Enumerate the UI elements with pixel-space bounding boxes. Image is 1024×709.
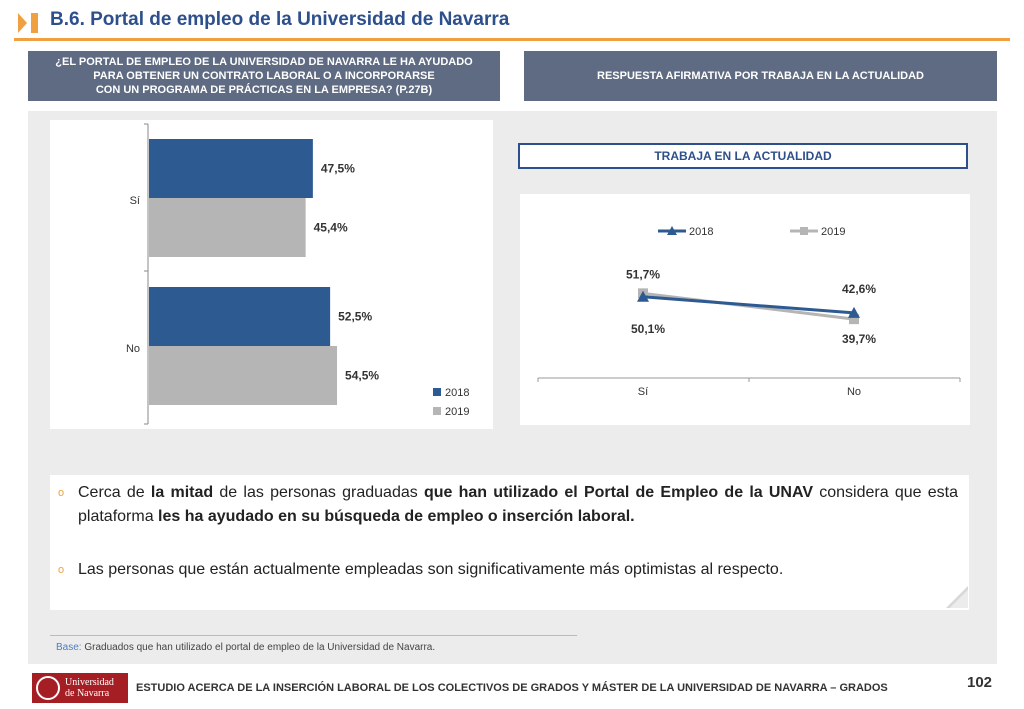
base-label: Base: bbox=[56, 642, 82, 653]
legend-label: 2018 bbox=[445, 387, 469, 399]
line-chart: Sí No 2018 2019 51,7% 50,1% 42,6% 39,7% bbox=[537, 226, 961, 398]
logo-line: de Navarra bbox=[65, 688, 110, 699]
page-title: B.6. Portal de empleo de la Universidad … bbox=[50, 9, 510, 30]
study-title: ESTUDIO ACERCA DE LA INSERCIÓN LABORAL D… bbox=[136, 682, 888, 694]
logo-text: Universidad de Navarra bbox=[65, 677, 114, 699]
data-label: 47,5% bbox=[321, 162, 355, 176]
legend-label: 2019 bbox=[821, 226, 845, 238]
data-label: 52,5% bbox=[338, 310, 372, 324]
category-label: No bbox=[126, 343, 140, 355]
legend-swatch bbox=[433, 388, 441, 396]
seal-icon bbox=[36, 676, 60, 700]
series-line bbox=[642, 295, 855, 315]
bar-chart-panel: Sí 47,5% 45,4% No 52,5% 54,5% 2018 2019 bbox=[50, 120, 493, 429]
data-label: 51,7% bbox=[626, 267, 660, 281]
category-label: Sí bbox=[638, 386, 648, 398]
legend-label: 2018 bbox=[689, 226, 713, 238]
bar bbox=[149, 198, 306, 257]
text-run: considera que esta plataforma bbox=[78, 484, 959, 525]
bullet-item: o Las personas que están actualmente emp… bbox=[58, 558, 958, 584]
legend-swatch bbox=[433, 407, 441, 415]
data-label: 54,5% bbox=[345, 369, 379, 383]
legend-marker bbox=[800, 227, 808, 235]
base-text: Graduados que han utilizado el portal de… bbox=[81, 642, 436, 653]
text-run: Cerca de bbox=[78, 484, 151, 501]
page-curl-icon bbox=[946, 586, 968, 608]
bullet-text: Cerca de la mitad de las personas gradua… bbox=[78, 481, 958, 529]
conclusions-panel bbox=[50, 475, 969, 610]
bullet-mark: o bbox=[58, 487, 65, 499]
question-line: PARA OBTENER UN CONTRATO LABORAL O A INC… bbox=[93, 70, 435, 82]
legend-marker bbox=[667, 226, 677, 235]
text-run: de las personas graduadas bbox=[213, 484, 424, 501]
title-divider bbox=[14, 38, 1010, 41]
page-number: 102 bbox=[967, 674, 993, 691]
university-logo: Universidad de Navarra bbox=[32, 673, 128, 703]
data-label: 42,6% bbox=[842, 282, 876, 296]
category-label: No bbox=[847, 386, 861, 398]
bullet-text: Las personas que están actualmente emple… bbox=[78, 561, 784, 578]
data-label: 39,7% bbox=[842, 332, 876, 346]
data-label: 50,1% bbox=[631, 322, 665, 336]
base-note: Base: Graduados que han utilizado el por… bbox=[56, 642, 435, 653]
bar bbox=[149, 139, 313, 198]
subset-box: RESPUESTA AFIRMATIVA POR TRABAJA EN LA A… bbox=[524, 51, 997, 101]
question-line: CON UN PROGRAMA DE PRÁCTICAS EN LA EMPRE… bbox=[95, 84, 433, 96]
question-box: ¿EL PORTAL DE EMPLEO DE LA UNIVERSIDAD D… bbox=[28, 51, 500, 101]
logo-line: Universidad bbox=[65, 677, 114, 688]
subset-label: RESPUESTA AFIRMATIVA POR TRABAJA EN LA A… bbox=[597, 70, 924, 82]
text-emphasis: les ha ayudado en su búsqueda de empleo … bbox=[158, 508, 635, 525]
question-line: ¿EL PORTAL DE EMPLEO DE LA UNIVERSIDAD D… bbox=[55, 56, 473, 68]
bar bbox=[149, 346, 338, 405]
category-label: Sí bbox=[130, 195, 140, 207]
bullet-item: o Cerca de la mitad de las personas grad… bbox=[58, 481, 958, 533]
data-point bbox=[848, 306, 860, 318]
text-emphasis: la mitad bbox=[150, 484, 214, 501]
bullet-mark: o bbox=[58, 564, 65, 576]
data-point bbox=[849, 314, 859, 325]
footnote-divider bbox=[50, 635, 577, 636]
text-emphasis: que han utilizado el Portal de Empleo de… bbox=[423, 484, 814, 501]
line-chart-title: TRABAJA EN LA ACTUALIDAD bbox=[518, 143, 968, 169]
legend-label: 2019 bbox=[445, 406, 469, 418]
data-point bbox=[637, 290, 649, 302]
bar-chart: Sí 47,5% 45,4% No 52,5% 54,5% 2018 2019 bbox=[126, 123, 469, 425]
bar bbox=[149, 287, 331, 346]
data-label: 45,4% bbox=[314, 221, 348, 235]
line-chart-panel: Sí No 2018 2019 51,7% 50,1% 42,6% 39,7% bbox=[520, 194, 970, 425]
chevron-bar-icon bbox=[18, 13, 38, 33]
